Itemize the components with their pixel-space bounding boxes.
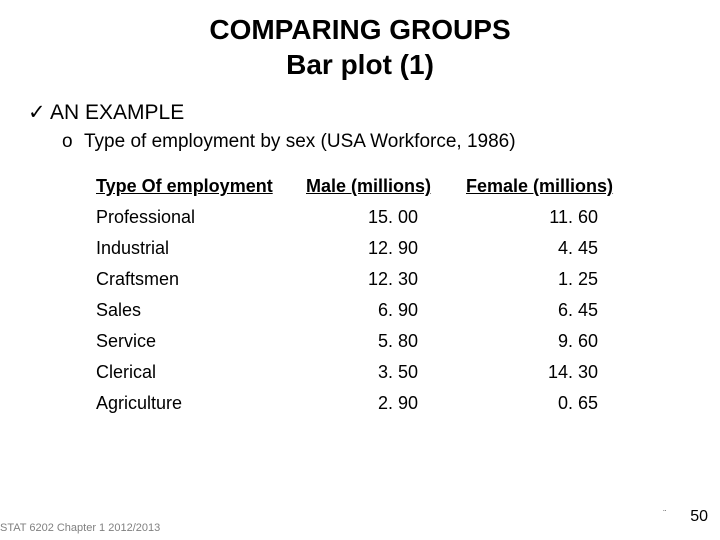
table-row: Craftsmen12. 301. 25 — [96, 264, 646, 295]
bullet-example-text: AN EXAMPLE — [50, 101, 184, 125]
table-row: Professional15. 0011. 60 — [96, 202, 646, 233]
employment-table-wrap: Type Of employment Male (millions) Femal… — [0, 153, 720, 419]
employment-table: Type Of employment Male (millions) Femal… — [96, 171, 646, 419]
bullet-subtext: o Type of employment by sex (USA Workfor… — [0, 125, 720, 153]
cell-male: 12. 30 — [306, 264, 466, 295]
cell-male: 5. 80 — [306, 326, 466, 357]
col-type: Type Of employment — [96, 171, 306, 202]
cell-type: Craftsmen — [96, 264, 306, 295]
table-row: Sales6. 906. 45 — [96, 295, 646, 326]
cell-female: 14. 30 — [466, 357, 646, 388]
cell-female: 1. 25 — [466, 264, 646, 295]
cell-type: Industrial — [96, 233, 306, 264]
table-row: Service5. 809. 60 — [96, 326, 646, 357]
cell-type: Service — [96, 326, 306, 357]
bullet-subtext-text: Type of employment by sex (USA Workforce… — [84, 131, 516, 153]
cell-female: 11. 60 — [466, 202, 646, 233]
table-row: Industrial12. 904. 45 — [96, 233, 646, 264]
decor-mark: ¨ — [663, 509, 666, 518]
cell-male: 12. 90 — [306, 233, 466, 264]
table-header-row: Type Of employment Male (millions) Femal… — [96, 171, 646, 202]
cell-female: 4. 45 — [466, 233, 646, 264]
cell-male: 2. 90 — [306, 388, 466, 419]
cell-male: 6. 90 — [306, 295, 466, 326]
cell-type: Agriculture — [96, 388, 306, 419]
circle-bullet-icon: o — [62, 131, 84, 153]
cell-female: 0. 65 — [466, 388, 646, 419]
cell-type: Professional — [96, 202, 306, 233]
slide-title: COMPARING GROUPS Bar plot (1) — [0, 0, 720, 82]
page-number: 50 — [690, 508, 708, 526]
title-line1: COMPARING GROUPS — [0, 12, 720, 47]
table-row: Clerical3. 5014. 30 — [96, 357, 646, 388]
col-male: Male (millions) — [306, 171, 466, 202]
cell-male: 3. 50 — [306, 357, 466, 388]
checkmark-icon: ✓ — [28, 100, 50, 125]
cell-male: 15. 00 — [306, 202, 466, 233]
cell-female: 9. 60 — [466, 326, 646, 357]
cell-female: 6. 45 — [466, 295, 646, 326]
col-female: Female (millions) — [466, 171, 646, 202]
footer-text: STAT 6202 Chapter 1 2012/2013 — [0, 522, 160, 534]
cell-type: Clerical — [96, 357, 306, 388]
table-row: Agriculture2. 900. 65 — [96, 388, 646, 419]
title-line2: Bar plot (1) — [0, 47, 720, 82]
bullet-example: ✓ AN EXAMPLE — [0, 82, 720, 125]
cell-type: Sales — [96, 295, 306, 326]
